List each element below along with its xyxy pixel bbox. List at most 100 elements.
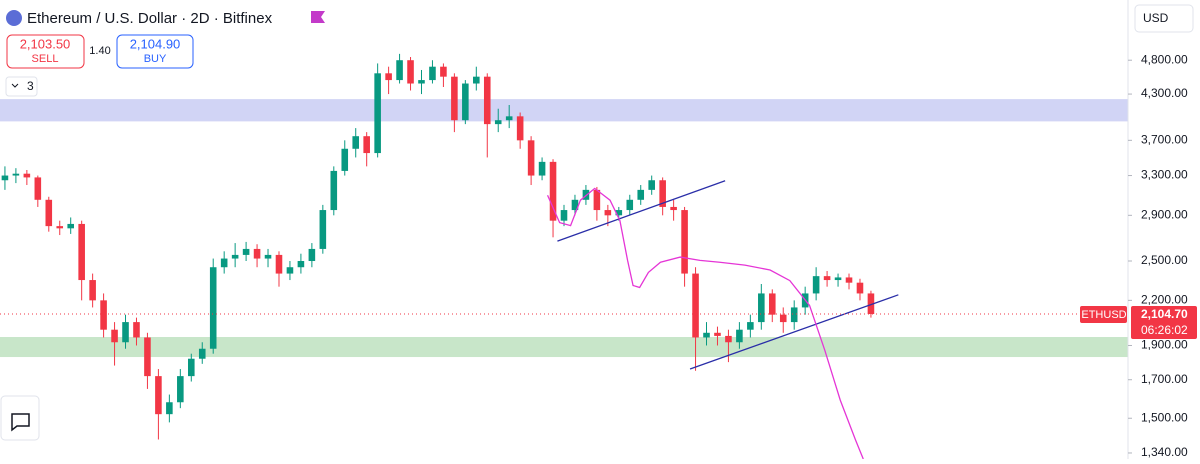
- candle-body: [286, 267, 294, 274]
- buy-button[interactable]: [116, 34, 194, 69]
- zone: [0, 337, 1128, 358]
- candle-body: [462, 83, 469, 121]
- candle-body: [111, 329, 118, 343]
- candle-body: [374, 73, 381, 154]
- candle-body: [703, 332, 710, 338]
- candle-body: [549, 161, 557, 221]
- candle-body: [692, 273, 699, 338]
- candle-body: [319, 210, 327, 249]
- candle-body: [352, 136, 360, 149]
- sell-button[interactable]: [6, 34, 85, 69]
- candle-body: [253, 248, 261, 259]
- candle-body: [473, 76, 480, 84]
- candle-body: [516, 116, 524, 141]
- y-tick-label: 1,340.00: [1141, 445, 1188, 459]
- symbol-title: Ethereum / U.S. Dollar · 2D · Bitfinex: [27, 10, 273, 27]
- comment-button[interactable]: [0, 395, 40, 441]
- drawing-line: [546, 187, 864, 460]
- price-axis: 4,800.00 4,300.00 3,700.00 3,300.00 2,900.00…: [1128, 52, 1188, 459]
- buy-label: BUY: [144, 53, 167, 65]
- candle-body: [209, 267, 217, 349]
- drawing-line: [557, 180, 726, 242]
- candle-body: [779, 314, 787, 323]
- indicators-toggle[interactable]: [5, 76, 38, 97]
- candle-body: [560, 210, 568, 221]
- candle-body: [494, 120, 502, 125]
- candle-body: [341, 148, 349, 171]
- candle-body: [144, 337, 151, 377]
- plot: [0, 53, 1128, 460]
- candle-body: [133, 322, 140, 338]
- candle-body: [593, 189, 601, 211]
- candle-body: [275, 254, 283, 274]
- last-price: 2,104.70: [1141, 307, 1188, 321]
- candle-body: [812, 276, 820, 294]
- candle-body: [538, 161, 546, 176]
- drawing-line: [689, 294, 899, 370]
- candle-body: [198, 348, 206, 359]
- candle-body: [856, 282, 864, 294]
- y-tick-label: 2,200.00: [1141, 293, 1188, 307]
- candle-body: [451, 76, 458, 121]
- candle-body: [440, 66, 447, 77]
- candle-body: [681, 210, 688, 274]
- candle-body: [89, 280, 96, 301]
- candle-body: [615, 210, 623, 216]
- indicator-count: 3: [27, 79, 34, 93]
- candle-body: [220, 258, 228, 268]
- candle-body: [790, 307, 798, 323]
- y-tick-label: 2,500.00: [1141, 253, 1188, 267]
- candle-body: [264, 254, 272, 259]
- candle-body: [242, 248, 250, 255]
- candle-body: [736, 329, 743, 343]
- buy-price: 2,104.90: [130, 36, 181, 51]
- comment-icon: [11, 413, 30, 432]
- y-tick-label: 1,500.00: [1141, 410, 1188, 424]
- candle-body: [834, 277, 842, 281]
- coin-logo: [6, 10, 22, 26]
- currency: USD: [1143, 11, 1169, 25]
- candle-body: [12, 173, 20, 176]
- y-tick-label: 4,300.00: [1141, 86, 1188, 100]
- candle-body: [571, 199, 579, 211]
- candle-body: [122, 322, 129, 343]
- candle-body: [78, 223, 85, 281]
- candle-body: [407, 60, 414, 84]
- candle-body: [714, 332, 721, 336]
- candle-body: [231, 254, 239, 259]
- candle-body: [725, 335, 732, 343]
- sell-label: SELL: [32, 53, 59, 65]
- candle-body: [527, 140, 535, 176]
- candle-body: [747, 322, 754, 330]
- y-tick-label: 2,900.00: [1141, 207, 1188, 221]
- symbol-tag: ETHUSD: [1081, 309, 1126, 321]
- candle-body: [67, 223, 74, 229]
- candle-body: [385, 73, 392, 81]
- candle-body: [845, 277, 853, 283]
- candle-body: [637, 189, 645, 200]
- candle-body: [396, 60, 403, 81]
- y-tick-label: 1,700.00: [1141, 372, 1188, 386]
- sell-price: 2,103.50: [20, 36, 71, 51]
- candle-body: [166, 402, 173, 415]
- candle-body: [34, 177, 42, 200]
- candle-body: [45, 199, 53, 227]
- y-tick-label: 3,300.00: [1141, 168, 1188, 182]
- candle-body: [626, 199, 634, 211]
- candle-body: [483, 76, 491, 125]
- candle-body: [604, 210, 612, 216]
- chevron: [11, 83, 19, 88]
- candle-body: [670, 206, 677, 211]
- candle-body: [155, 376, 162, 415]
- spread: 1.40: [89, 45, 110, 57]
- candle-body: [177, 376, 184, 403]
- candle-body: [100, 300, 107, 330]
- countdown: 06:26:02: [1141, 323, 1188, 337]
- candle-body: [429, 66, 436, 81]
- currency-button[interactable]: [1134, 4, 1194, 33]
- candle-body: [1, 175, 9, 181]
- candle-body: [418, 80, 425, 84]
- y-tick-label: 4,800.00: [1141, 52, 1188, 66]
- candle-body: [23, 173, 31, 178]
